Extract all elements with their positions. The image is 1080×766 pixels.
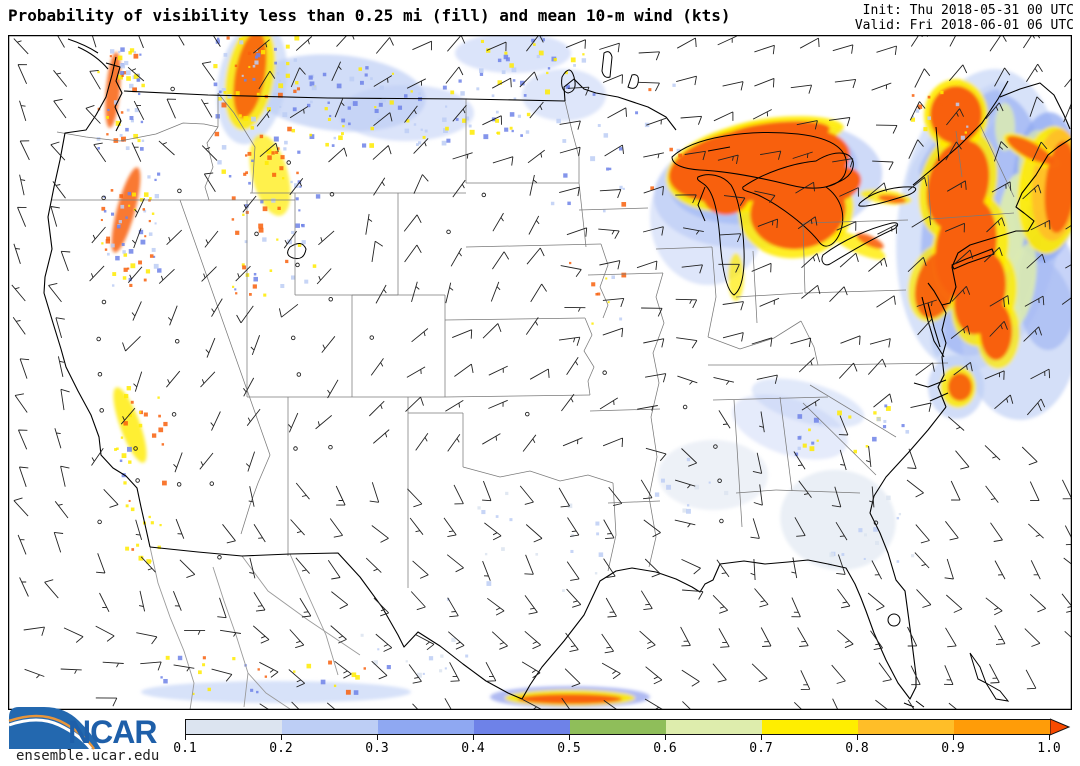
colorbar-tick-label: 0.3	[365, 741, 389, 756]
mexico-canada-lines	[149, 546, 361, 710]
colorbar-segment	[954, 720, 1050, 734]
colorbar-tick	[761, 735, 762, 740]
colorbar-segment	[858, 720, 954, 734]
ncar-logo: NCAR	[8, 707, 158, 750]
colorbar-tick	[857, 735, 858, 740]
colorbar-tick	[473, 735, 474, 740]
init-time: Init: Thu 2018-05-31 00 UTC	[862, 3, 1074, 18]
coastline	[43, 38, 1072, 700]
colorbar-tick	[665, 735, 666, 740]
colorbar-tick-label: 0.4	[461, 741, 485, 756]
colorbar-tick-label: 0.1	[173, 741, 197, 756]
map-frame	[8, 35, 1072, 710]
colorbar-tick-label: 0.7	[749, 741, 773, 756]
run-times: Init: Thu 2018-05-31 00 UTC Valid: Fri 2…	[855, 3, 1074, 33]
valid-time: Valid: Fri 2018-06-01 06 UTC	[854, 18, 1074, 33]
ncar-logo-text: NCAR	[68, 714, 157, 750]
great-lakes-outline	[287, 51, 1010, 708]
colorbar-segment	[282, 720, 378, 734]
colorbar-tick	[1049, 735, 1050, 740]
colorbar-segment	[474, 720, 570, 734]
colorbar-tick-label: 0.2	[269, 741, 293, 756]
colorbar-tick	[185, 735, 186, 740]
site-url: ensemble.ucar.edu	[16, 748, 160, 764]
state-borders	[52, 92, 1015, 588]
footer: NCAR ensemble.ucar.edu 0.1 0.2 0.3 0.4 0.5 0.…	[0, 704, 1080, 766]
colorbar-tick-label: 1.0	[1037, 741, 1061, 756]
colorbar-tick-label: 0.8	[845, 741, 869, 756]
colorbar-segment	[378, 720, 474, 734]
colorbar-tick	[281, 735, 282, 740]
colorbar-arrow-icon	[1050, 718, 1071, 736]
colorbar-tick	[569, 735, 570, 740]
weather-map	[8, 35, 1072, 710]
colorbar-segment	[666, 720, 762, 734]
wind-barbs	[11, 35, 1072, 710]
page-title: Probability of visibility less than 0.25…	[8, 6, 731, 25]
colorbar	[185, 719, 1051, 735]
colorbar-tick	[377, 735, 378, 740]
colorbar-tick-label: 0.6	[653, 741, 677, 756]
probability-speckles	[96, 35, 971, 696]
colorbar-segment	[186, 720, 282, 734]
colorbar-tick	[953, 735, 954, 740]
map-canvas	[8, 35, 1072, 710]
colorbar-tick-label: 0.5	[557, 741, 581, 756]
colorbar-segment	[570, 720, 666, 734]
colorbar-segment	[762, 720, 858, 734]
colorbar-tick-label: 0.9	[941, 741, 965, 756]
